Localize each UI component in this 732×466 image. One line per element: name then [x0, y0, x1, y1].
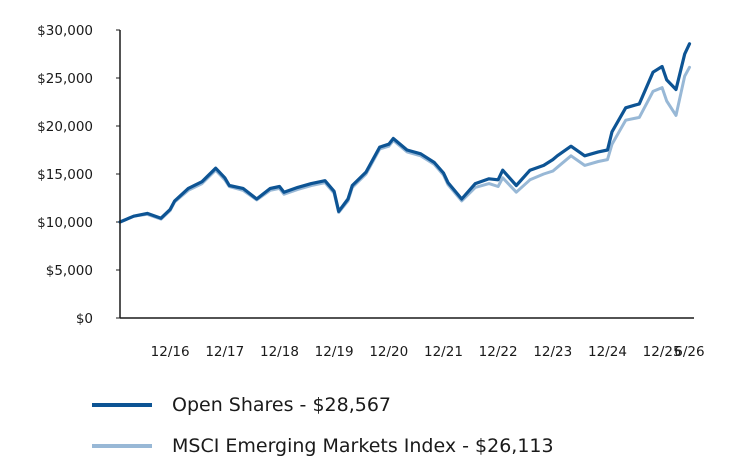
x-tick-label: 12/25	[643, 344, 682, 360]
y-tick-label: $25,000	[37, 71, 93, 87]
x-axis-ticks: 12/16 12/17 12/18 12/19 12/20 12/21 12/22 12/23…	[151, 344, 705, 360]
x-tick-label: 12/18	[260, 344, 299, 360]
x-tick-label: 12/22	[479, 344, 518, 360]
x-tick-label: 12/24	[588, 344, 627, 360]
x-tick-label: 12/20	[369, 344, 408, 360]
y-axis-ticks: $0 $5,000 $10,000 $15,000 $20,000 $25,000 $30,…	[37, 23, 120, 327]
legend-label-open-shares: Open Shares - $28,567	[172, 393, 392, 416]
line-chart: $0 $5,000 $10,000 $15,000 $20,000 $25,000 $30,…	[37, 23, 705, 360]
y-tick-label: $0	[76, 311, 93, 327]
legend-swatch-open-shares	[92, 402, 152, 407]
series-lines	[118, 42, 692, 224]
legend: Open Shares - $28,567 MSCI Emerging Mark…	[92, 384, 554, 466]
legend-item-open-shares: Open Shares - $28,567	[92, 384, 554, 425]
x-tick-label: 12/16	[151, 344, 190, 360]
y-tick-label: $30,000	[37, 23, 93, 39]
y-tick-label: $20,000	[37, 119, 93, 135]
x-tick-label: 12/19	[315, 344, 354, 360]
y-tick-label: $15,000	[37, 167, 93, 183]
x-tick-label: 12/21	[424, 344, 463, 360]
series-line-open-shares	[118, 42, 692, 224]
x-tick-label: 12/17	[205, 344, 244, 360]
x-tick-label: 12/23	[533, 344, 572, 360]
y-tick-label: $10,000	[37, 215, 93, 231]
legend-swatch-msci-index	[92, 443, 152, 448]
y-tick-label: $5,000	[46, 263, 93, 279]
x-tick-label: 6/26	[674, 344, 704, 360]
legend-label-msci-index: MSCI Emerging Markets Index - $26,113	[172, 434, 554, 457]
legend-item-msci-index: MSCI Emerging Markets Index - $26,113	[92, 425, 554, 466]
series-line-msci-index	[118, 65, 691, 224]
